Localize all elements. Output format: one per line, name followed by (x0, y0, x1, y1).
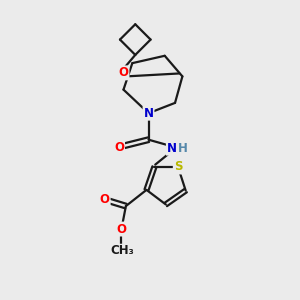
Text: N: N (167, 142, 176, 155)
Text: H: H (178, 142, 188, 155)
Text: O: O (116, 223, 127, 236)
Text: O: O (100, 193, 110, 206)
Text: CH₃: CH₃ (110, 244, 134, 257)
Text: N: N (143, 107, 154, 120)
Text: O: O (114, 141, 124, 154)
Text: S: S (174, 160, 182, 173)
Text: O: O (118, 66, 128, 80)
